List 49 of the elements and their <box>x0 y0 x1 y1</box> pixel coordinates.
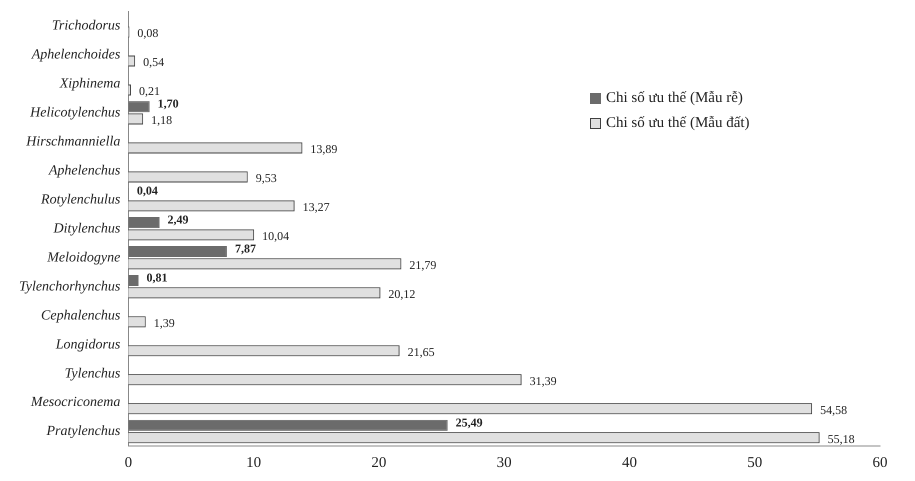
data-label: 1,18 <box>151 113 172 128</box>
x-tick-label: 50 <box>747 454 762 471</box>
y-tick-label: Tylenchorhynchus <box>18 279 121 294</box>
data-label: 7,87 <box>234 242 256 256</box>
data-label: 54,58 <box>820 402 848 417</box>
data-label: 13,27 <box>302 200 330 214</box>
legend-label: Chi số ưu thế (Mẫu đất) <box>606 115 750 132</box>
data-label: 9,53 <box>256 171 277 186</box>
x-tick-label: 40 <box>622 454 637 471</box>
bar <box>128 246 227 258</box>
data-label: 31,39 <box>530 374 557 388</box>
data-label: 20,12 <box>388 286 416 301</box>
y-tick-label: Hirschmanniella <box>25 134 120 150</box>
data-label: 55,18 <box>828 432 855 446</box>
data-label: 13,89 <box>310 142 338 156</box>
y-tick-label: Helicotylenchus <box>29 105 121 120</box>
data-label: 10,04 <box>262 229 290 244</box>
data-label: 21,79 <box>409 258 436 272</box>
y-tick-label: Pratylenchus <box>45 424 121 440</box>
y-tick-label: Rotylenchulus <box>40 192 121 208</box>
data-label: 1,39 <box>154 316 175 330</box>
y-tick-label: Cephalenchus <box>41 308 121 324</box>
data-label: 0,04 <box>136 184 158 198</box>
y-tick-label: Meloidogyne <box>46 250 120 266</box>
data-label: 0,08 <box>137 26 158 40</box>
bar <box>128 101 150 112</box>
x-tick-label: 0 <box>124 454 132 471</box>
legend-label: Chi số ưu thế (Mẫu rễ) <box>606 90 743 107</box>
data-label: 21,65 <box>408 344 435 359</box>
data-label: 25,49 <box>456 415 483 430</box>
y-tick-label: Longidorus <box>54 337 121 352</box>
x-tick-label: 30 <box>496 454 512 471</box>
y-tick-label: Xiphinema <box>58 76 120 92</box>
data-label: 0,81 <box>146 270 168 285</box>
data-label: 2,49 <box>168 212 189 227</box>
y-tick-label: Trichodorus <box>52 18 121 34</box>
y-tick-label: Mesocriconema <box>30 395 120 410</box>
data-label: 1,70 <box>158 96 179 111</box>
data-label: 0,54 <box>143 55 164 70</box>
x-tick-label: 20 <box>371 454 386 471</box>
x-tick-label: 10 <box>246 454 262 471</box>
y-tick-label: Aphelenchoides <box>30 48 121 63</box>
y-tick-label: Tylenchus <box>64 366 121 382</box>
y-tick-label: Aphelenchus <box>48 163 121 178</box>
x-tick-label: 60 <box>872 454 888 471</box>
bar <box>128 420 448 431</box>
data-label: 0,21 <box>138 84 160 98</box>
y-tick-label: Ditylenchus <box>52 221 121 236</box>
bar <box>128 217 160 228</box>
